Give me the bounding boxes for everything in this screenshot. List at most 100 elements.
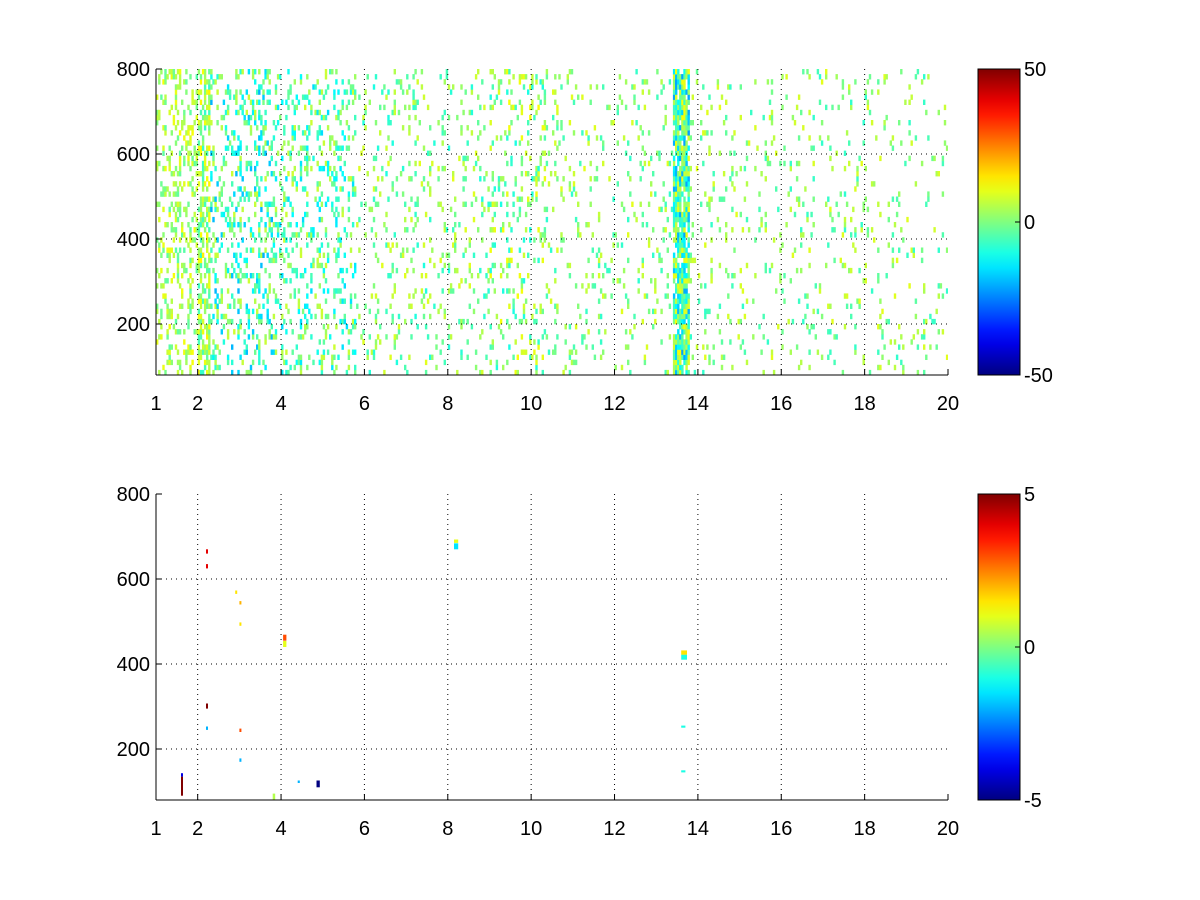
heatmap-cell: [825, 104, 828, 111]
heatmap-cell: [524, 227, 528, 233]
x-tick-label: 18: [854, 818, 876, 840]
heatmap-cell: [879, 155, 882, 162]
heatmap-cell: [685, 247, 688, 253]
heatmap-cell: [220, 288, 223, 294]
heatmap-cell: [279, 181, 282, 187]
heatmap-cell: [664, 104, 667, 111]
heatmap-cell: [208, 303, 211, 309]
heatmap-cell: [531, 313, 534, 320]
heatmap-cell: [681, 211, 684, 218]
heatmap-cell: [374, 120, 378, 126]
heatmap-cell: [397, 329, 401, 335]
heatmap-cell: [860, 160, 863, 167]
heatmap-cell: [233, 232, 236, 238]
heatmap-cell: [906, 216, 909, 223]
heatmap-cell: [260, 206, 263, 213]
heatmap-cell: [212, 369, 215, 375]
heatmap-cell: [168, 160, 171, 167]
heatmap-cell: [256, 273, 259, 279]
heatmap-cell: [456, 267, 459, 274]
heatmap-cell: [677, 227, 680, 233]
heatmap-cell: [683, 257, 686, 264]
heatmap-cell: [354, 324, 357, 330]
heatmap-cell: [712, 344, 715, 350]
heatmap-cell: [818, 99, 822, 105]
heatmap-cell: [245, 344, 248, 350]
heatmap-cell: [166, 313, 169, 320]
heatmap-cell: [166, 334, 169, 340]
heatmap-cell: [491, 262, 494, 269]
heatmap-cell: [191, 303, 194, 309]
heatmap-cell: [158, 79, 161, 85]
heatmap-cell: [675, 364, 678, 371]
heatmap-cell: [326, 252, 330, 258]
heatmap-cell: [672, 227, 676, 233]
heatmap-cell: [679, 293, 682, 299]
heatmap-cell: [810, 145, 813, 151]
heatmap-cell: [212, 216, 215, 223]
x-tick-label: 2: [192, 818, 203, 840]
heatmap-cell: [156, 308, 159, 315]
heatmap-cell: [672, 369, 676, 375]
heatmap-cell: [683, 324, 686, 330]
heatmap-cell: [933, 227, 936, 233]
heatmap-cell: [856, 181, 859, 187]
heatmap-cell: [579, 160, 582, 167]
heatmap-cell: [343, 318, 346, 325]
heatmap-cell: [404, 273, 407, 279]
heatmap-cell: [414, 211, 417, 218]
heatmap-cell: [675, 339, 678, 345]
heatmap-cell: [506, 237, 509, 243]
heatmap-cell: [435, 334, 438, 340]
heatmap-cell: [627, 232, 630, 238]
heatmap-cell: [416, 99, 419, 105]
heatmap-cell: [502, 176, 505, 182]
heatmap-cell: [681, 293, 684, 299]
heatmap-cell: [675, 283, 678, 289]
heatmap-cell: [183, 135, 186, 141]
heatmap-cell: [274, 334, 278, 340]
heatmap-cell: [301, 145, 305, 151]
heatmap-cell: [199, 79, 203, 85]
heatmap-cell: [672, 359, 676, 366]
heatmap-cell: [945, 145, 948, 151]
heatmap-cell: [189, 293, 192, 299]
heatmap-cell: [675, 257, 678, 264]
heatmap-cell: [381, 165, 384, 172]
heatmap-cell: [537, 171, 540, 177]
heatmap-cell: [381, 262, 384, 269]
heatmap-cell: [156, 165, 159, 172]
colorbar-gradient: [977, 68, 1021, 376]
heatmap-cell: [226, 222, 230, 228]
heatmap-cell: [685, 359, 688, 366]
heatmap-cell: [770, 89, 774, 95]
heatmap-cell: [629, 176, 632, 182]
heatmap-cell: [493, 227, 496, 233]
heatmap-cell: [185, 140, 188, 146]
heatmap-cell: [891, 247, 895, 253]
heatmap-cell: [675, 206, 678, 213]
heatmap-cell: [891, 145, 895, 151]
heatmap-cell: [220, 313, 223, 320]
heatmap-cell: [206, 247, 209, 253]
heatmap-cell: [460, 99, 463, 105]
heatmap-cell: [481, 329, 484, 335]
heatmap-cell: [366, 74, 369, 80]
heatmap-cell: [254, 211, 257, 218]
heatmap-cell: [401, 247, 405, 253]
heatmap-cell: [272, 334, 276, 340]
heatmap-cell: [220, 329, 223, 335]
heatmap-cell: [877, 364, 880, 371]
heatmap-cell: [760, 222, 763, 228]
heatmap-cell: [460, 354, 463, 360]
heatmap-cell: [599, 288, 603, 294]
heatmap-cell: [904, 99, 907, 105]
heatmap-cell: [385, 227, 388, 233]
heatmap-cell: [297, 303, 301, 309]
heatmap-cell: [291, 99, 294, 105]
heatmap-cell: [687, 273, 690, 279]
heatmap-cell: [731, 165, 734, 172]
heatmap-cell: [631, 120, 634, 126]
heatmap-cell: [891, 257, 895, 264]
